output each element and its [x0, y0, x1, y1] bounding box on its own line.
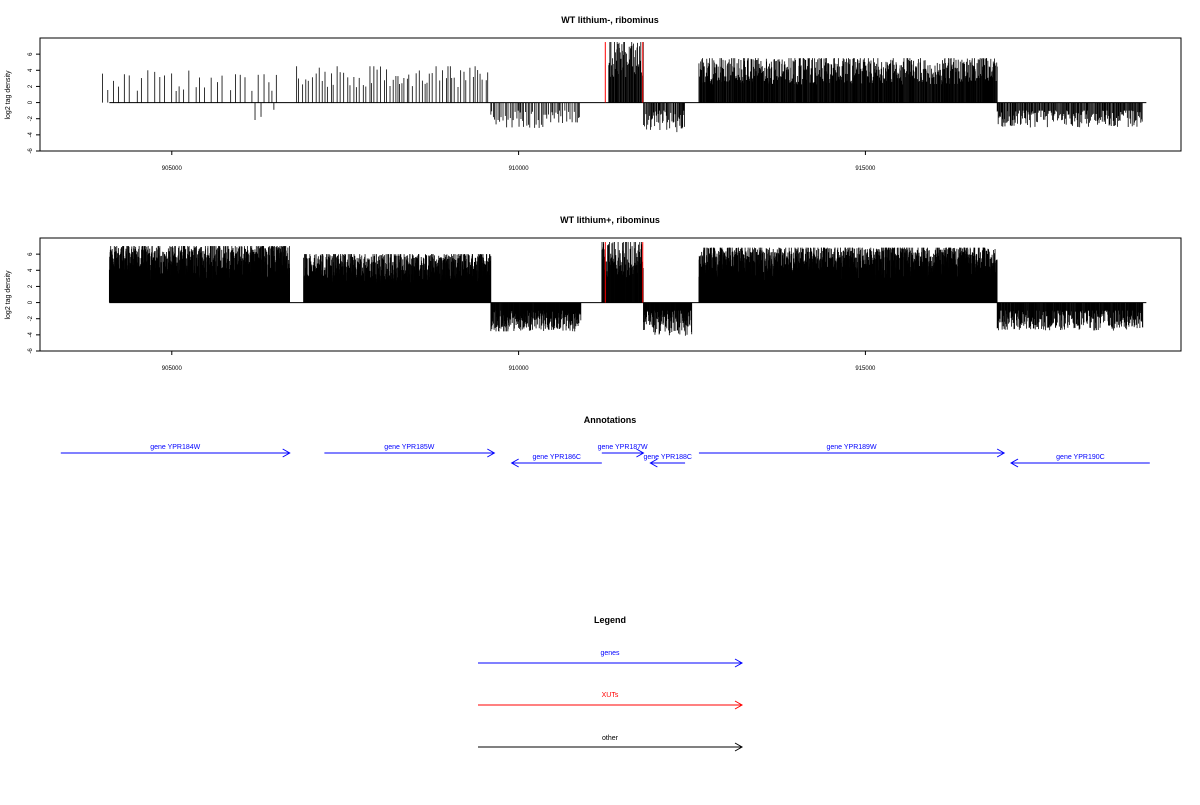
y-tick-label: -6 — [28, 148, 34, 154]
track-title: WT lithium-, ribominus — [561, 15, 659, 25]
y-axis-label: log2 tag density — [5, 270, 12, 320]
y-tick-label: 4 — [28, 68, 34, 72]
y-tick-label: -4 — [28, 132, 34, 138]
y-tick-label: 0 — [28, 100, 34, 104]
x-tick-label: 915000 — [855, 166, 876, 172]
y-tick-label: -2 — [28, 115, 34, 121]
track-panel-lithium-minus: WT lithium-, ribominus log2 tag density … — [5, 15, 1181, 172]
y-axis-label: log2 tag density — [5, 70, 12, 120]
track-title: WT lithium+, ribominus — [560, 215, 660, 225]
track-panel-lithium-plus: WT lithium+, ribominus log2 tag density … — [5, 215, 1181, 372]
bars-layer — [102, 42, 1142, 132]
bars-layer — [109, 242, 1142, 336]
y-tick-label: 6 — [28, 52, 34, 56]
y-axis: -6 -4 -2 0 2 4 6 — [28, 52, 40, 154]
x-tick-label: 905000 — [162, 166, 183, 172]
y-tick-label: 2 — [28, 84, 34, 88]
x-axis: 905000 910000 915000 — [162, 151, 876, 172]
x-tick-label: 910000 — [509, 166, 530, 172]
